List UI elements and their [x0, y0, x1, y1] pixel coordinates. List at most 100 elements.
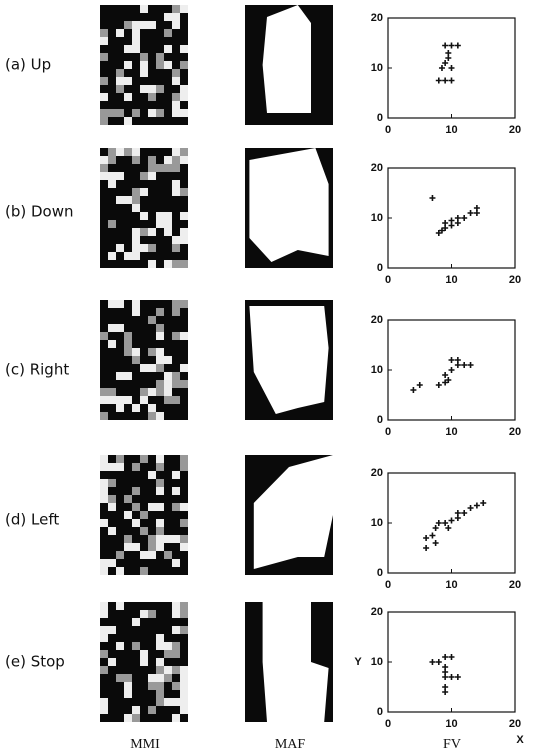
y-tick-label: 10	[371, 62, 383, 74]
mmi-pixel	[172, 148, 180, 156]
mmi-pixel	[116, 674, 124, 682]
mmi-pixel	[116, 69, 124, 77]
point	[442, 60, 448, 66]
point	[410, 387, 416, 393]
mmi-pixel	[172, 559, 180, 567]
mmi-pixel	[140, 388, 148, 396]
mmi-pixel	[164, 13, 172, 21]
mmi-pixel	[148, 551, 156, 559]
mmi-pixel	[124, 21, 132, 29]
mmi-pixel	[132, 308, 140, 316]
row-label: (e) Stop	[5, 653, 65, 671]
mmi-pixel	[108, 300, 116, 308]
point	[455, 43, 461, 49]
mmi-pixel	[132, 463, 140, 471]
mmi-pixel	[100, 37, 108, 45]
mmi-pixel	[124, 543, 132, 551]
maf-region	[249, 148, 328, 262]
mmi-pixel	[132, 706, 140, 714]
mmi-pixel	[164, 220, 172, 228]
mmi-pixel	[124, 93, 132, 101]
x-tick-label: 0	[385, 718, 391, 730]
row-label: (a) Up	[5, 56, 51, 74]
mmi-pixel	[124, 682, 132, 690]
point	[442, 654, 448, 660]
mmi-pixel	[140, 610, 148, 618]
mmi-pixel	[180, 300, 188, 308]
point	[474, 503, 480, 509]
mmi-pixel	[140, 85, 148, 93]
mmi-pixel	[100, 626, 108, 634]
mmi-pixel	[156, 61, 164, 69]
mmi-pixel	[100, 519, 108, 527]
point	[445, 525, 451, 531]
mmi-pixel	[100, 455, 108, 463]
mmi-pixel	[156, 682, 164, 690]
point	[423, 545, 429, 551]
mmi-pixel	[124, 196, 132, 204]
y-tick-label: 20	[371, 12, 383, 24]
column-label: FV	[443, 737, 461, 752]
x-tick-label: 10	[445, 579, 457, 591]
mmi-pixel	[180, 61, 188, 69]
point	[436, 382, 442, 388]
mmi-pixel	[116, 455, 124, 463]
mmi-pixel	[140, 551, 148, 559]
point	[449, 43, 455, 49]
mmi-pixel	[172, 602, 180, 610]
mmi-pixel	[172, 714, 180, 722]
mmi-pixel	[140, 455, 148, 463]
mmi-pixel	[100, 698, 108, 706]
mmi-pixel	[148, 543, 156, 551]
mmi-pixel	[116, 244, 124, 252]
x-tick-label: 10	[445, 426, 457, 438]
mmi-pixel	[164, 380, 172, 388]
mmi-pixel	[132, 21, 140, 29]
point	[436, 78, 442, 84]
mmi-pixel	[132, 236, 140, 244]
mmi-pixel	[132, 642, 140, 650]
point	[455, 362, 461, 368]
mmi-pixel	[108, 324, 116, 332]
x-tick-label: 0	[385, 274, 391, 286]
mmi-pixel	[148, 535, 156, 543]
x-tick-label: 10	[445, 274, 457, 286]
mmi-pixel	[100, 29, 108, 37]
mmi-pixel	[132, 714, 140, 722]
point	[429, 195, 435, 201]
mmi-pixel	[132, 618, 140, 626]
mmi-pixel	[100, 479, 108, 487]
mmi-pixel	[132, 29, 140, 37]
mmi-pixel	[172, 21, 180, 29]
mmi-pixel	[124, 372, 132, 380]
mmi-pixel	[124, 340, 132, 348]
mmi-pixel	[132, 109, 140, 117]
mmi-pixel	[108, 495, 116, 503]
mmi-pixel	[156, 658, 164, 666]
mmi-pixel	[100, 634, 108, 642]
mmi-pixel	[148, 404, 156, 412]
mmi-pixel	[156, 479, 164, 487]
point	[442, 78, 448, 84]
mmi-pixel	[172, 260, 180, 268]
mmi-pixel	[100, 109, 108, 117]
mmi-pixel	[148, 21, 156, 29]
mmi-pixel	[148, 412, 156, 420]
point	[449, 357, 455, 363]
mmi-pixel	[100, 93, 108, 101]
mmi-pixel	[164, 551, 172, 559]
mmi-pixel	[156, 356, 164, 364]
mmi-pixel	[140, 396, 148, 404]
mmi-pixel	[132, 519, 140, 527]
mmi-pixel	[148, 503, 156, 511]
point	[468, 210, 474, 216]
mmi-pixel	[100, 495, 108, 503]
point	[461, 510, 467, 516]
mmi-pixel	[172, 650, 180, 658]
mmi-pixel	[172, 180, 180, 188]
mmi-pixel	[116, 148, 124, 156]
mmi-pixel	[116, 85, 124, 93]
mmi-pixel	[156, 164, 164, 172]
point	[449, 367, 455, 373]
mmi-pixel	[180, 156, 188, 164]
